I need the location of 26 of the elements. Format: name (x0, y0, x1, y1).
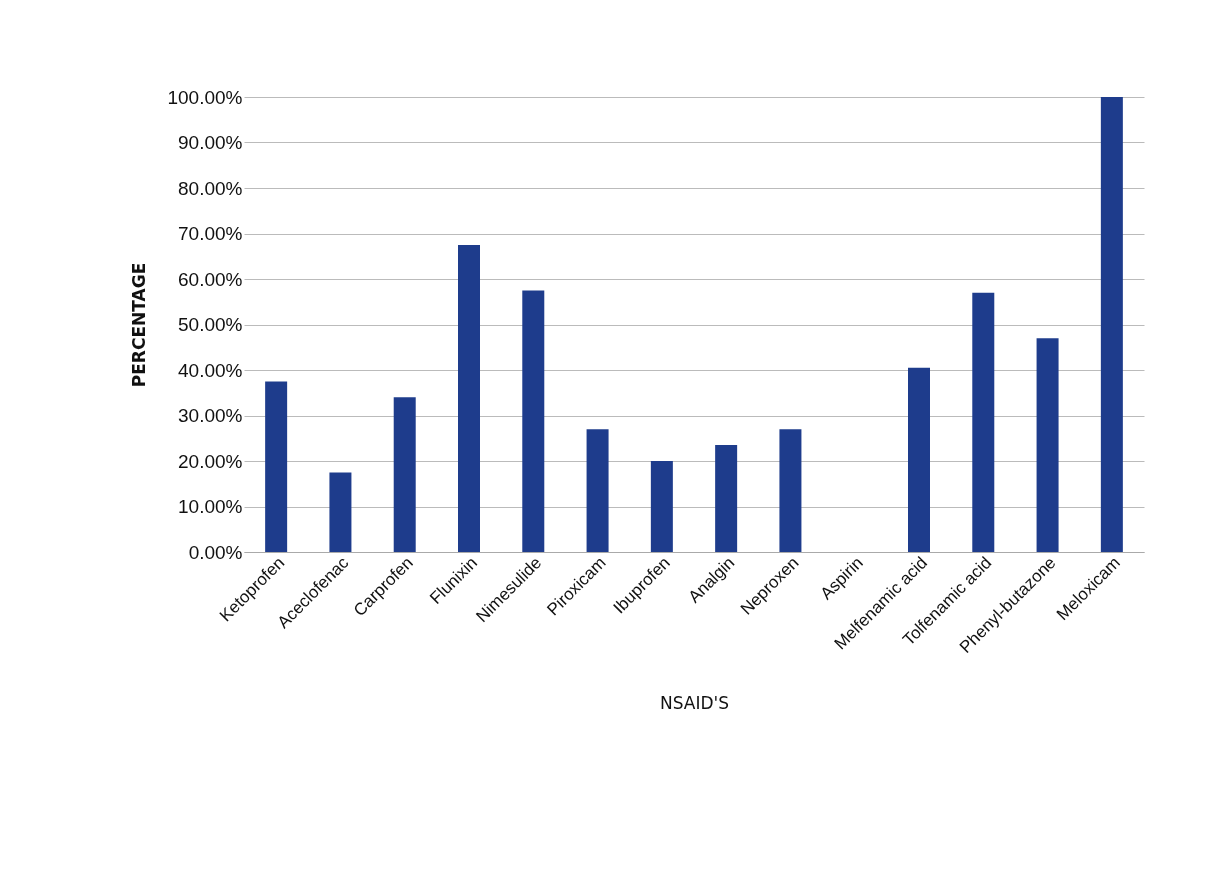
bar (329, 472, 352, 552)
bar (393, 397, 416, 552)
bar (458, 244, 480, 552)
bar (265, 381, 288, 552)
y-tick-label: 30.00% (178, 405, 243, 426)
y-tick-label: 20.00% (178, 450, 243, 472)
y-axis-title: PERCENTAGE (129, 262, 150, 388)
y-tick-label: 40.00% (178, 359, 243, 381)
bar (972, 292, 995, 552)
y-tick-label: 0.00% (188, 541, 243, 563)
bar (715, 445, 738, 552)
bar (1036, 338, 1059, 552)
y-tick-label: 50.00% (178, 314, 243, 335)
y-tick-label: 80.00% (178, 177, 243, 199)
y-tick-label: 90.00% (178, 132, 243, 153)
y-tick-label: 100.00% (167, 86, 243, 108)
x-axis-title: NSAID'S (659, 693, 730, 714)
bar (650, 461, 673, 552)
bar (522, 290, 545, 552)
bar (586, 429, 609, 552)
bar (1100, 97, 1123, 552)
y-tick-label: 10.00% (178, 496, 243, 517)
bar (908, 367, 930, 552)
bar (779, 429, 802, 552)
y-tick-label: 60.00% (178, 268, 243, 290)
y-tick-label: 70.00% (178, 223, 243, 244)
